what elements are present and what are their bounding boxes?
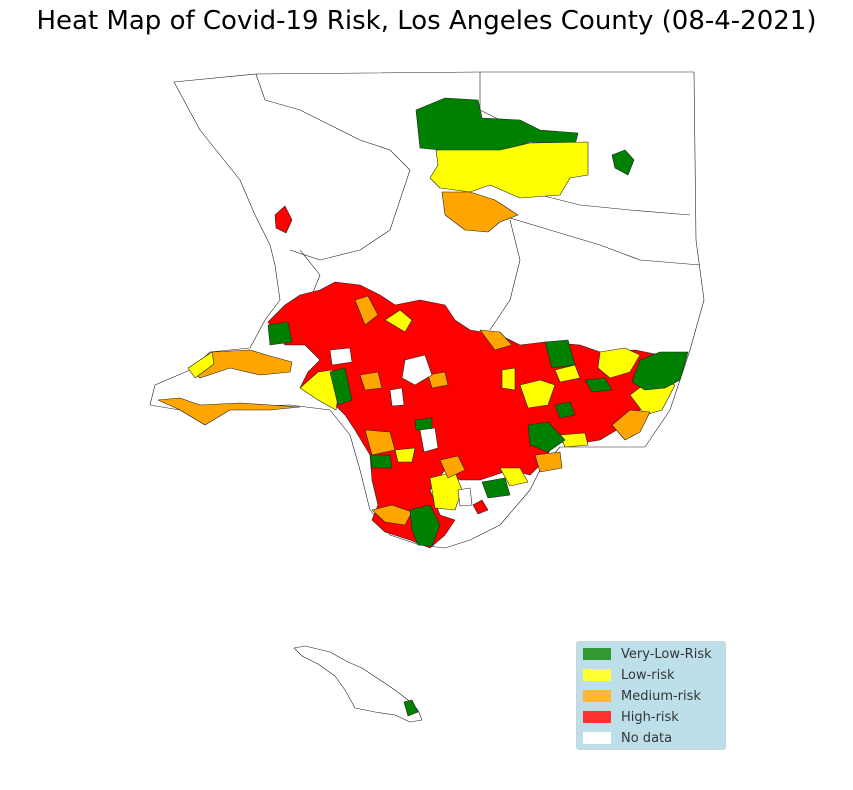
region-very-low xyxy=(481,477,511,499)
legend-item-low: Low-risk xyxy=(583,668,675,683)
region-no-data xyxy=(329,347,353,366)
region-low xyxy=(429,141,589,199)
region-medium xyxy=(157,397,301,426)
region-no-data xyxy=(419,427,439,453)
catalina-island xyxy=(293,645,423,723)
region-medium xyxy=(359,371,383,391)
region-low xyxy=(187,351,215,379)
legend-item-no-data: No data xyxy=(583,731,672,746)
region-medium xyxy=(354,295,379,326)
region-very-low xyxy=(409,504,441,547)
region-low xyxy=(501,367,516,391)
region-high xyxy=(274,205,293,234)
region-very-low xyxy=(611,149,635,176)
map-title: Heat Map of Covid-19 Risk, Los Angeles C… xyxy=(36,6,817,36)
region-very-low xyxy=(527,421,566,453)
legend-swatch-medium xyxy=(583,690,611,702)
legend-item-medium: Medium-risk xyxy=(583,689,701,704)
region-no-data xyxy=(389,387,405,407)
region-very-low xyxy=(584,377,613,393)
region-low xyxy=(499,467,529,487)
region-very-low xyxy=(544,339,576,369)
region-high xyxy=(472,499,489,515)
region-very-low xyxy=(554,401,576,419)
region-very-low xyxy=(267,321,293,346)
region-very-low xyxy=(414,417,433,431)
region-very-low xyxy=(329,367,353,406)
region-low xyxy=(384,309,413,333)
legend-item-high: High-risk xyxy=(583,710,679,725)
region-low xyxy=(554,364,581,383)
region-medium xyxy=(427,371,449,389)
region-medium xyxy=(479,329,513,351)
region-low xyxy=(429,471,463,511)
region-medium xyxy=(189,349,293,379)
region-medium xyxy=(534,451,563,473)
legend-swatch-very-low xyxy=(583,648,611,660)
legend-item-very-low: Very-Low-Risk xyxy=(583,647,712,662)
region-medium xyxy=(364,429,396,456)
region-low xyxy=(519,379,556,409)
region-low xyxy=(597,347,641,379)
region-very-low xyxy=(631,351,689,391)
legend-swatch-high xyxy=(583,711,611,723)
region-medium xyxy=(441,191,519,233)
region-very-low xyxy=(403,699,419,717)
region-low xyxy=(394,447,416,463)
region-medium xyxy=(371,504,413,526)
region-medium xyxy=(611,409,651,441)
legend-swatch-no-data xyxy=(583,732,611,744)
map-legend: Very-Low-Risk Low-risk Medium-risk High-… xyxy=(576,641,726,750)
region-medium xyxy=(439,455,466,479)
region-low xyxy=(559,432,589,448)
legend-swatch-low xyxy=(583,669,611,681)
region-no-data xyxy=(401,354,433,386)
region-no-data xyxy=(457,487,473,507)
region-very-low xyxy=(369,454,393,469)
